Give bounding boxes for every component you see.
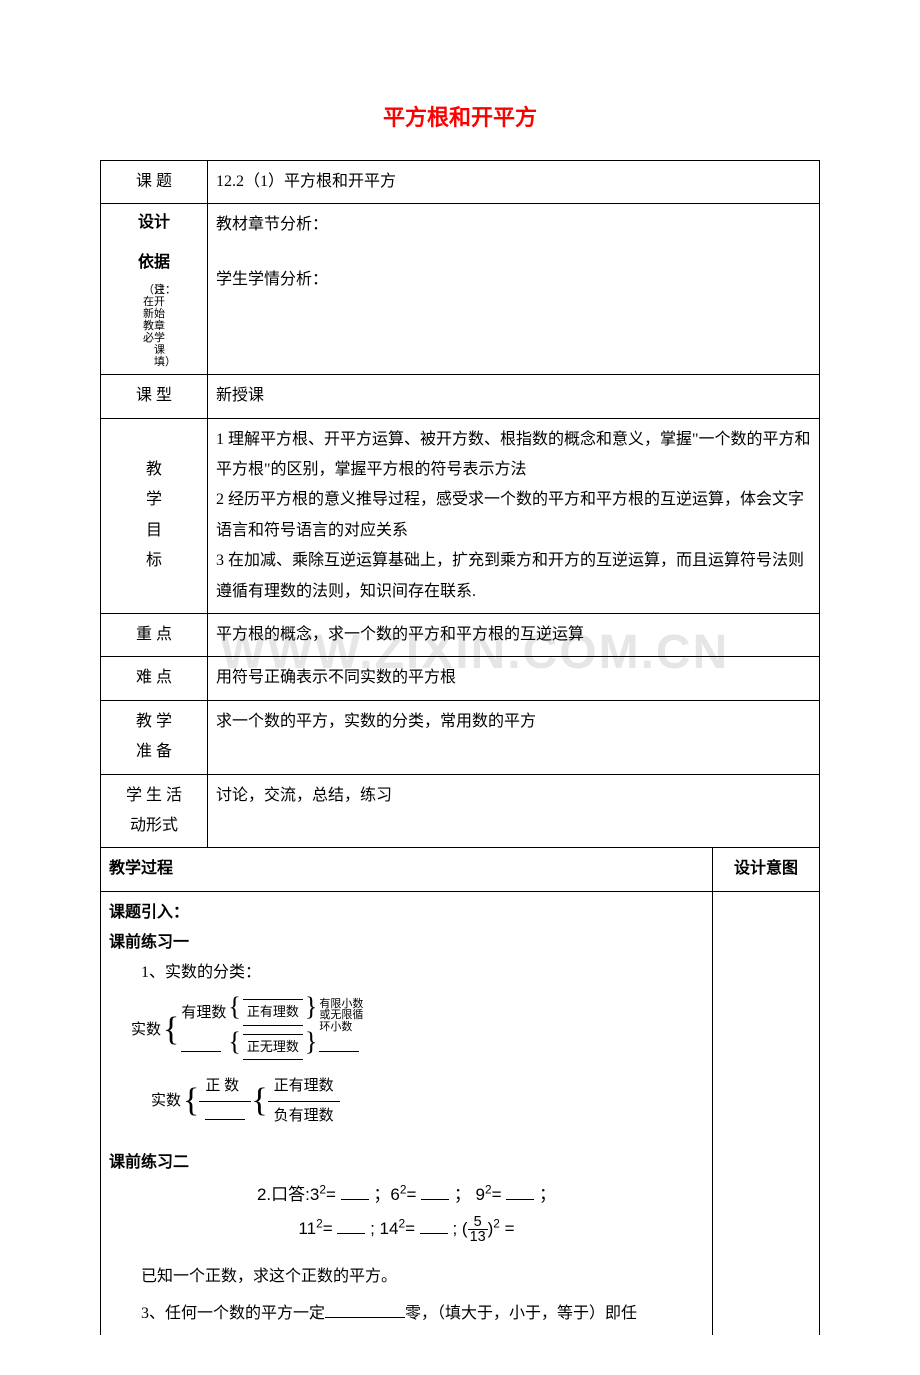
d1-b2a: 正无理数 bbox=[243, 1034, 303, 1061]
table-row: 教学过程 设计意图 bbox=[101, 848, 820, 891]
row-value-zhongdian: 平方根的概念，求一个数的平方和平方根的互逆运算 bbox=[208, 613, 820, 656]
huodong-l1: 学 生 活 bbox=[109, 781, 199, 811]
lesson-body: 课题引入： 课前练习一 1、实数的分类： 实数 { 有理数 { bbox=[101, 891, 713, 1335]
table-row: 学 生 活 动形式 讨论，交流，总结，练习 bbox=[101, 774, 820, 848]
sheji-value-2: 学生学情分析： bbox=[216, 265, 811, 295]
ex1-title: 课前练习一 bbox=[109, 928, 704, 958]
huodong-l2: 动形式 bbox=[109, 811, 199, 841]
table-row: 教 学 准 备 求一个数的平方，实数的分类，常用数的平方 bbox=[101, 700, 820, 774]
ex2-d: 11 bbox=[298, 1219, 316, 1238]
design-header: 设计意图 bbox=[713, 848, 820, 891]
table-row: 难 点 用符号正确表示不同实数的平方根 bbox=[101, 657, 820, 700]
d2-b2a: 负有理数 bbox=[274, 1108, 334, 1124]
row-label-sheji: 设计 依据 （注：在新教必只开始章学课填） bbox=[101, 204, 208, 375]
d1-b1a: 正有理数 bbox=[243, 999, 303, 1026]
row-value-mubiao: 1 理解平方根、开平方运算、被开方数、根指数的概念和意义，掌握"一个数的平方和平… bbox=[208, 418, 820, 613]
ex2-note: 已知一个正数，求这个正数的平方。 bbox=[109, 1262, 704, 1292]
sheji-label-1: 设计 bbox=[109, 210, 199, 236]
ex2-frac-num: 5 bbox=[468, 1215, 488, 1230]
mubiao-l3: 目 bbox=[109, 516, 199, 546]
row-label-zhongdian: 重 点 bbox=[101, 613, 208, 656]
ex2-b: 6 bbox=[390, 1185, 399, 1204]
row-value-keti: 12.2（1）平方根和开平方 bbox=[208, 161, 820, 204]
row-value-nandian: 用符号正确表示不同实数的平方根 bbox=[208, 657, 820, 700]
table-row: 课 题 12.2（1）平方根和开平方 bbox=[101, 161, 820, 204]
mubiao-v2: 2 经历平方根的意义推导过程，感受求一个数的平方和平方根的互逆运算，体会文字语言… bbox=[216, 485, 811, 546]
row-label-huodong: 学 生 活 动形式 bbox=[101, 774, 208, 848]
row-label-mubiao: 教 学 目 标 bbox=[101, 418, 208, 613]
sheji-note-col2: 只开始章学课填） bbox=[154, 284, 165, 369]
ex2-e: 14 bbox=[380, 1219, 399, 1238]
classification-diagram-2: 实数 { 正 数 { 正有理数 负有理数 bbox=[149, 1072, 704, 1130]
zhunbei-l1: 教 学 bbox=[109, 707, 199, 737]
row-label-kexing: 课 型 bbox=[101, 375, 208, 418]
mubiao-v3: 3 在加减、乘除互逆运算基础上，扩充到乘方和开方的互逆运算，而且运算符号法则遵循… bbox=[216, 546, 811, 607]
mubiao-l4: 标 bbox=[109, 546, 199, 576]
sheji-note-col1: （注：在新教必 bbox=[143, 284, 154, 344]
table-row: 重 点 平方根的概念，求一个数的平方和平方根的互逆运算 bbox=[101, 613, 820, 656]
ex2-frac-den: 13 bbox=[468, 1230, 488, 1244]
table-row: 课 型 新授课 bbox=[101, 375, 820, 418]
document-title: 平方根和开平方 bbox=[100, 100, 820, 132]
d1-b1: 有理数 bbox=[181, 1005, 226, 1021]
mubiao-v1: 1 理解平方根、开平方运算、被开方数、根指数的概念和意义，掌握"一个数的平方和平… bbox=[216, 425, 811, 486]
row-value-zhunbei: 求一个数的平方，实数的分类，常用数的平方 bbox=[208, 700, 820, 774]
ex2-a: 3 bbox=[310, 1185, 319, 1204]
d1-root: 实数 bbox=[131, 1022, 161, 1038]
row-value-sheji: 教材章节分析： 学生学情分析： bbox=[208, 204, 820, 375]
ex3-line: 3、任何一个数的平方一定 零，（填大于，小于，等于）即任 bbox=[109, 1299, 704, 1329]
row-label-zhunbei: 教 学 准 备 bbox=[101, 700, 208, 774]
guocheng-header: 教学过程 bbox=[101, 848, 713, 891]
sheji-label-2: 依据 bbox=[109, 250, 199, 276]
design-column-empty bbox=[713, 891, 820, 1335]
table-row: 教 学 目 标 1 理解平方根、开平方运算、被开方数、根指数的概念和意义，掌握"… bbox=[101, 418, 820, 613]
ex1-q1: 1、实数的分类： bbox=[109, 958, 704, 988]
ex2-math: 2.口答:32= ；62= ； 92= ； 112= ; 142= ; (513… bbox=[109, 1178, 704, 1246]
d1-r3: 环小数 bbox=[319, 1022, 363, 1034]
row-value-huodong: 讨论，交流，总结，练习 bbox=[208, 774, 820, 848]
mubiao-l1: 教 bbox=[109, 455, 199, 485]
table-row: 设计 依据 （注：在新教必只开始章学课填） 教材章节分析： 学生学情分析： bbox=[101, 204, 820, 375]
d2-root: 实数 bbox=[151, 1093, 181, 1109]
zhunbei-l2: 准 备 bbox=[109, 737, 199, 767]
ex2-c: 9 bbox=[476, 1185, 485, 1204]
d2-b1: 正 数 bbox=[205, 1078, 239, 1094]
table-row: 课题引入： 课前练习一 1、实数的分类： 实数 { 有理数 { bbox=[101, 891, 820, 1335]
classification-diagram-1: 实数 { 有理数 { 正有理数 } 有限小数 或无限循 bbox=[129, 999, 704, 1062]
mubiao-l2: 学 bbox=[109, 485, 199, 515]
ex2-title: 课前练习二 bbox=[109, 1148, 704, 1178]
row-label-nandian: 难 点 bbox=[101, 657, 208, 700]
ex3-text: 3、任何一个数的平方一定 bbox=[141, 1305, 325, 1322]
ex2-prefix: 2.口答: bbox=[257, 1185, 310, 1204]
d2-b1a: 正有理数 bbox=[274, 1078, 334, 1094]
row-label-keti: 课 题 bbox=[101, 161, 208, 204]
lesson-plan-table: 课 题 12.2（1）平方根和开平方 设计 依据 （注：在新教必只开始章学课填）… bbox=[100, 160, 820, 1335]
ex3-suffix: 零，（填大于，小于，等于）即任 bbox=[405, 1305, 637, 1322]
row-value-kexing: 新授课 bbox=[208, 375, 820, 418]
sheji-note: （注：在新教必只开始章学课填） bbox=[143, 284, 165, 369]
intro-heading: 课题引入： bbox=[109, 898, 704, 928]
sheji-value-1: 教材章节分析： bbox=[216, 210, 811, 240]
